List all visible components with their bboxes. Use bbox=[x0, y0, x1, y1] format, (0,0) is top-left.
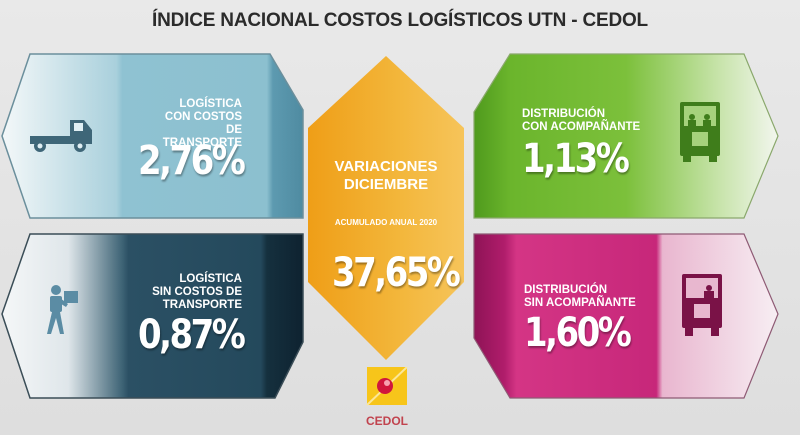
flatbed-truck-icon bbox=[30, 120, 92, 152]
page-title: ÍNDICE NACIONAL COSTOS LOGÍSTICOS UTN - … bbox=[152, 10, 648, 31]
panel-label: DISTRIBUCIÓN SIN ACOMPAÑANTE bbox=[524, 284, 636, 309]
panel-shape bbox=[1, 233, 304, 399]
cedol-logo-text: CEDOL bbox=[366, 414, 408, 428]
panel-distribucion-sin-acompanante: DISTRIBUCIÓN SIN ACOMPAÑANTE 1,60% bbox=[472, 230, 782, 402]
cedol-logo-mark bbox=[366, 366, 408, 406]
panel-shape bbox=[1, 53, 304, 219]
panel-value: 1,13% bbox=[522, 136, 630, 182]
panel-value: 0,87% bbox=[138, 312, 246, 358]
center-value: 37,65% bbox=[332, 250, 461, 296]
panel-label: DISTRIBUCIÓN CON ACOMPAÑANTE bbox=[522, 108, 641, 133]
panel-logistica-sin-costos: LOGÍSTICA SIN COSTOS DE TRANSPORTE 0,87% bbox=[0, 230, 305, 402]
panel-value: 2,76% bbox=[138, 138, 246, 184]
worker-carrying-box-icon bbox=[47, 285, 78, 334]
panel-label: LOGÍSTICA CON COSTOS DE TRANSPORTE bbox=[162, 98, 242, 149]
panel-variaciones-diciembre: VARIACIONES DICIEMBRE ACUMULADO ANUAL 20… bbox=[306, 54, 466, 364]
truck-front-driver-icon bbox=[682, 274, 722, 336]
panel-logistica-con-costos: LOGÍSTICA CON COSTOS DE TRANSPORTE 2,76% bbox=[0, 52, 305, 220]
panel-value: 1,60% bbox=[524, 310, 632, 356]
truck-front-two-people-icon bbox=[680, 102, 720, 162]
panel-shape bbox=[473, 53, 779, 219]
panel-label: LOGÍSTICA SIN COSTOS DE TRANSPORTE bbox=[152, 273, 242, 311]
panel-shape bbox=[308, 56, 464, 360]
center-heading: VARIACIONES DICIEMBRE bbox=[334, 158, 438, 193]
cedol-logo: CEDOL bbox=[365, 366, 409, 429]
panel-distribucion-con-acompanante: DISTRIBUCIÓN CON ACOMPAÑANTE 1,13% bbox=[472, 52, 782, 220]
center-subheading: ACUMULADO ANUAL 2020 bbox=[334, 218, 438, 227]
